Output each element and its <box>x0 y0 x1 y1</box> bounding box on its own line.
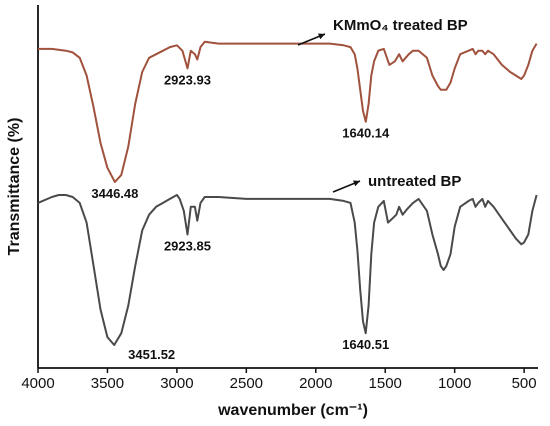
x-tick-label: 1000 <box>438 375 471 392</box>
arrow-head-icon <box>353 180 360 187</box>
x-axis-title: wavenumber (cm⁻¹) <box>217 402 368 419</box>
x-tick-label: 4000 <box>21 375 54 392</box>
series-label-group: KMmO₄ treated BP untreated BP <box>297 17 468 193</box>
x-tick-group: 4000 3500 3000 2500 2000 1500 1000 500 <box>21 368 537 392</box>
x-tick-label: 3000 <box>160 375 193 392</box>
peak-label: 1640.14 <box>342 126 390 141</box>
series-group <box>37 40 538 346</box>
plot-area: 4000 3500 3000 2500 2000 1500 1000 500 3446.48 2… <box>21 5 538 392</box>
series-label-kmno4: KMmO₄ treated BP <box>333 17 468 34</box>
peak-label: 2923.93 <box>164 72 211 87</box>
series-line-kmno4 <box>38 40 538 183</box>
x-tick-label: 1500 <box>369 375 402 392</box>
arrow-head-icon <box>318 33 325 40</box>
series-label-untreated: untreated BP <box>368 173 461 190</box>
x-tick-label: 2500 <box>230 375 263 392</box>
peak-label: 1640.51 <box>342 337 389 352</box>
peak-label: 3446.48 <box>91 186 138 201</box>
x-tick-label: 2000 <box>299 375 332 392</box>
series-line-untreated <box>37 194 538 346</box>
peak-label: 2923.85 <box>164 238 211 253</box>
x-tick-label: 3500 <box>91 375 124 392</box>
x-tick-label: 500 <box>512 375 537 392</box>
peak-label: 3451.52 <box>128 347 175 362</box>
y-axis-title: Transmittance (%) <box>6 118 23 256</box>
annotation-group: 3446.48 2923.93 1640.14 3451.52 2923.85 1640.… <box>91 72 390 362</box>
